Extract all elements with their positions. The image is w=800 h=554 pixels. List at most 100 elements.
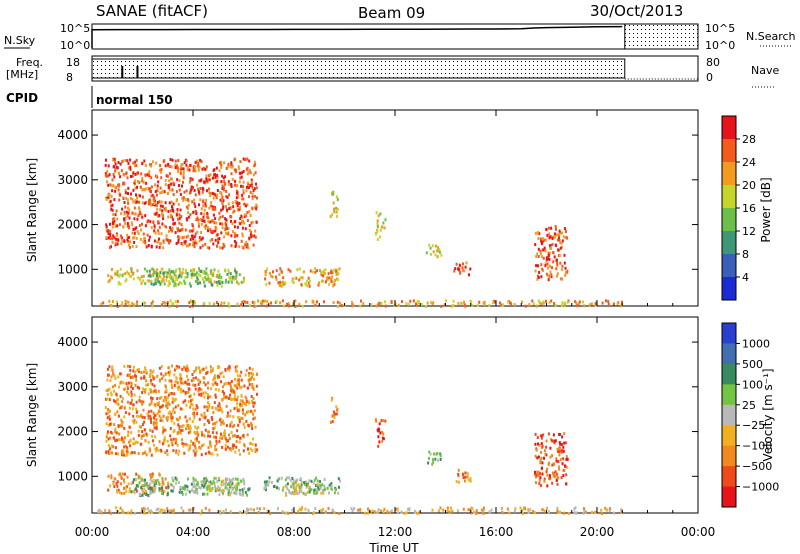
data-cell	[563, 469, 566, 472]
data-cell	[207, 381, 210, 385]
data-cell	[177, 159, 180, 162]
data-cell	[224, 443, 227, 447]
data-cell	[145, 181, 148, 185]
data-cell	[140, 376, 143, 380]
data-cell	[126, 176, 129, 180]
data-cell	[194, 376, 197, 380]
data-cell	[248, 424, 250, 428]
data-cell	[139, 442, 142, 446]
data-cell	[560, 231, 563, 235]
data-cell	[183, 240, 186, 244]
data-cell	[156, 214, 159, 218]
data-cell	[115, 392, 118, 396]
data-cell	[160, 232, 163, 236]
data-cell	[254, 304, 257, 308]
data-cell	[150, 473, 153, 476]
data-cell	[112, 445, 115, 449]
data-cell	[250, 182, 253, 186]
data-cell	[140, 413, 143, 417]
data-cell	[164, 206, 167, 210]
data-cell	[164, 201, 167, 205]
data-cell	[131, 211, 134, 215]
data-cell	[298, 278, 301, 282]
data-cell	[163, 428, 166, 432]
data-cell	[190, 300, 193, 304]
colorbar-segment	[722, 404, 736, 426]
data-cell	[200, 207, 203, 211]
data-cell	[207, 220, 210, 224]
data-cell	[203, 212, 206, 216]
data-cell	[250, 422, 253, 426]
data-cell	[109, 511, 112, 515]
y-tick-label: 1000	[57, 262, 88, 276]
data-cell	[245, 167, 248, 171]
data-cell	[305, 300, 308, 304]
data-cell	[134, 172, 137, 176]
data-cell	[100, 511, 103, 515]
data-cell	[555, 267, 558, 271]
data-cell	[204, 452, 207, 456]
data-cell	[196, 412, 199, 416]
data-cell	[452, 299, 455, 303]
data-cell	[181, 243, 184, 247]
data-cell	[181, 163, 184, 166]
data-cell	[335, 277, 338, 281]
data-cell	[184, 415, 187, 419]
data-cell	[464, 475, 467, 479]
data-cell	[112, 173, 115, 176]
data-cell	[155, 508, 158, 512]
data-cell	[228, 276, 231, 280]
data-cell	[201, 433, 204, 437]
data-cell	[561, 462, 564, 466]
data-cell	[220, 160, 223, 164]
data-cell	[227, 302, 230, 305]
data-cell	[249, 447, 252, 451]
data-cell	[152, 377, 155, 381]
data-cell	[148, 269, 151, 273]
data-cell	[158, 396, 161, 400]
data-cell	[443, 303, 446, 307]
data-cell	[210, 204, 212, 208]
data-cell	[235, 398, 238, 402]
data-cell	[253, 301, 256, 304]
data-cell	[311, 270, 314, 274]
data-cell	[194, 407, 197, 411]
data-cell	[294, 480, 297, 484]
data-cell	[159, 275, 162, 279]
data-cell	[171, 205, 173, 209]
data-cell	[233, 485, 236, 489]
data-cell	[150, 399, 153, 403]
data-cell	[175, 417, 178, 421]
data-cell	[551, 463, 554, 467]
data-cell	[171, 484, 174, 487]
data-cell	[161, 442, 164, 446]
data-cell	[213, 280, 216, 284]
data-cell	[233, 491, 236, 495]
data-cell	[140, 425, 142, 429]
data-cell	[200, 413, 203, 417]
data-cell	[245, 240, 248, 244]
data-cell	[125, 449, 128, 453]
data-cell	[209, 271, 212, 275]
data-cell	[105, 197, 108, 201]
data-cell	[214, 387, 217, 391]
data-cell	[109, 199, 112, 203]
data-cell	[227, 483, 229, 487]
data-cell	[128, 235, 130, 239]
data-cell	[209, 434, 212, 438]
data-cell	[230, 448, 233, 452]
data-cell	[153, 224, 156, 228]
data-cell	[558, 467, 561, 471]
data-cell	[554, 225, 557, 228]
data-cell	[118, 223, 121, 227]
data-cell	[167, 162, 170, 166]
data-cell	[337, 477, 340, 481]
data-cell	[155, 245, 158, 249]
data-cell	[163, 207, 166, 211]
data-cell	[195, 212, 198, 216]
data-cell	[116, 273, 119, 277]
data-cell	[206, 408, 209, 412]
data-cell	[437, 458, 440, 462]
data-cell	[235, 241, 238, 245]
